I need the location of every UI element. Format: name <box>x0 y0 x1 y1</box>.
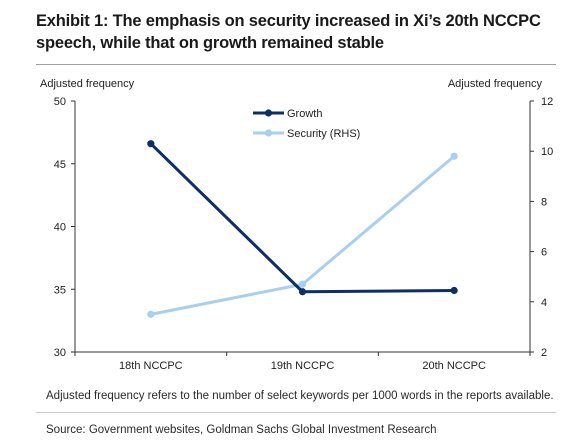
left-axis-label: Adjusted frequency <box>40 78 135 90</box>
right-tick-label: 6 <box>541 247 547 259</box>
footnote-divider <box>36 412 556 413</box>
growth-series-line <box>149 142 455 294</box>
growth-legend-marker <box>264 109 273 117</box>
left-tick-label: 35 <box>54 284 66 296</box>
line-chart: Adjusted frequency Adjusted frequency 30… <box>40 78 554 372</box>
security-point <box>298 280 307 288</box>
right-axis-label: Adjusted frequency <box>448 78 543 90</box>
x-tick-label: 20th NCCPC <box>422 360 486 372</box>
security-point <box>450 152 458 160</box>
left-tick-label: 50 <box>54 96 66 108</box>
chart-source: Source: Government websites, Goldman Sac… <box>46 424 437 436</box>
series-lines <box>147 140 458 318</box>
axes: 30 35 40 45 50 2 4 6 8 10 12 18th NCCPC 19th NCCPC 20… <box>54 96 554 372</box>
security-legend-marker <box>264 129 273 137</box>
chart-title: Exhibit 1: The emphasis on security incr… <box>36 12 541 52</box>
left-tick-label: 40 <box>54 222 66 234</box>
right-tick-label: 12 <box>541 96 553 108</box>
left-tick-label: 45 <box>54 159 66 171</box>
growth-legend-label: Growth <box>287 108 322 120</box>
right-tick-label: 8 <box>541 196 547 208</box>
right-tick-label: 4 <box>541 297 547 309</box>
growth-point <box>450 286 458 295</box>
legend: Growth Security (RHS) <box>253 108 360 140</box>
security-point <box>147 310 155 318</box>
growth-point <box>298 288 307 296</box>
left-tick-label: 30 <box>54 347 66 359</box>
right-tick-label: 10 <box>541 146 553 158</box>
right-tick-label: 2 <box>541 347 547 359</box>
x-tick-label: 19th NCCPC <box>271 360 335 372</box>
security-legend-label: Security (RHS) <box>287 128 360 140</box>
x-tick-label: 18th NCCPC <box>119 360 183 372</box>
title-divider <box>36 64 556 65</box>
chart-footnote: Adjusted frequency refers to the number … <box>46 390 554 402</box>
growth-point <box>147 140 155 148</box>
